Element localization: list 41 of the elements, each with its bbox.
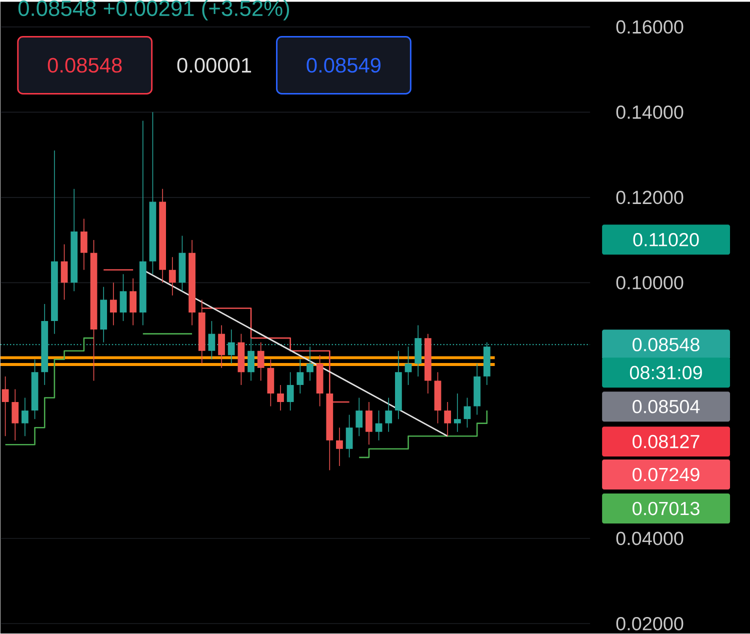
candlestick (296, 359, 304, 394)
y-tick-label: 0.04000 (616, 532, 684, 546)
candlestick (464, 398, 471, 428)
candlestick (60, 244, 68, 300)
text: 0.11020 (633, 233, 699, 247)
candlestick (366, 402, 372, 446)
candlestick (336, 427, 343, 467)
candlestick (356, 398, 363, 437)
candlestick (80, 218, 88, 270)
candlestick (346, 414, 353, 458)
y-tick-label: 0.14000 (616, 106, 684, 120)
annotation: 0.00001 (177, 58, 252, 73)
text: 08:31:09 (630, 366, 702, 380)
candlestick (2, 376, 9, 437)
candlestick (12, 388, 19, 441)
candlestick (404, 346, 412, 386)
candlestick (375, 410, 382, 441)
text: 0.08127 (632, 435, 700, 448)
candlestick (22, 398, 28, 437)
candlestick (385, 398, 392, 432)
candlestick (444, 402, 452, 437)
candlestick (120, 274, 127, 322)
y-tick-label: 0.12000 (616, 190, 684, 204)
candlestick (277, 384, 284, 412)
candlestick (130, 278, 137, 326)
annotation: 0.08548 (48, 58, 122, 73)
y-tick-label: 0.02000 (616, 617, 684, 631)
candlestick (257, 342, 264, 382)
ref-line-label: 0.08548 (632, 338, 700, 352)
text: 0.07249 (632, 468, 700, 482)
candlestick (218, 325, 225, 368)
annotation: 0.08549 (306, 58, 381, 73)
text: 0.08504 (632, 400, 700, 414)
y-tick-label: 0.10000 (616, 276, 684, 290)
text: 0.07013 (632, 502, 700, 516)
candlestick (454, 393, 461, 432)
candlestick (286, 372, 294, 412)
chart-title: 0.08548 +0.00291 (+3.52%) (18, 0, 289, 21)
y-tick-label: 0.16000 (616, 20, 684, 34)
candlestick (168, 256, 176, 296)
candlestick (110, 282, 117, 326)
